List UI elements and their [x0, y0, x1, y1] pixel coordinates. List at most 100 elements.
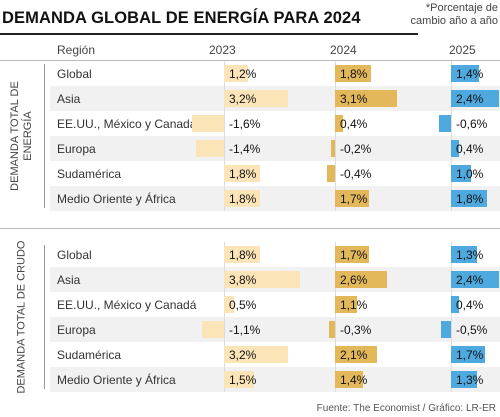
- table-row: Europa -1,4% -0,2% 0,4%: [50, 136, 500, 161]
- region-label: Medio Oriente y África: [57, 192, 176, 206]
- value-label: 3,2%: [229, 348, 257, 362]
- value-label: 1,8%: [229, 167, 257, 181]
- bar-2024: [331, 140, 335, 157]
- bar-2025: [451, 271, 499, 288]
- section-label: DEMANDA TOTAL DE ENERGÍA: [0, 61, 44, 211]
- bar-2024: [335, 271, 387, 288]
- value-label: 0,4%: [456, 142, 484, 156]
- bar-2025: [451, 246, 477, 263]
- value-label: 1,7%: [340, 248, 368, 262]
- value-label: 0,5%: [229, 298, 257, 312]
- bar-2025: [451, 65, 479, 82]
- bar-2023: [224, 165, 260, 182]
- bar-2023: [224, 90, 288, 107]
- value-label: -1,1%: [229, 323, 261, 337]
- section-label: DEMANDA TOTAL DE CRUDO: [0, 241, 44, 394]
- section-label-text: DEMANDA TOTAL DE CRUDO: [15, 240, 28, 394]
- section-divider: [44, 245, 45, 389]
- table-row: Global 1,8% 1,7% 1,3%: [50, 242, 500, 267]
- bar-2023: [192, 115, 224, 132]
- value-label: 1,3%: [456, 248, 484, 262]
- section-gap-line: [0, 228, 500, 229]
- title-rule: [0, 33, 418, 35]
- section-label-text: DEMANDA TOTAL DE ENERGÍA: [9, 81, 34, 191]
- value-label: 0,4%: [340, 117, 368, 131]
- value-label: -0,2%: [340, 142, 372, 156]
- bar-2023: [224, 371, 254, 388]
- value-label: 0,4%: [456, 298, 484, 312]
- bar-2024: [335, 296, 357, 313]
- unit-note: *Porcentaje de cambio año a año: [410, 2, 498, 27]
- value-label: -0,3%: [340, 323, 372, 337]
- zero-line: [224, 111, 225, 136]
- value-label: 2,6%: [340, 273, 368, 287]
- table-row: EE.UU., México y Canadá -1,6% 0,4% -0,6%: [50, 111, 500, 136]
- section-divider: [44, 64, 45, 208]
- bar-2023: [224, 190, 260, 207]
- region-label: Global: [57, 67, 92, 81]
- value-label: 1,7%: [456, 348, 484, 362]
- value-label: -1,6%: [229, 117, 261, 131]
- source-credit: Fuente: The Economist / Gráfico: LR-ER: [316, 403, 496, 414]
- bar-2025: [451, 90, 499, 107]
- value-label: 2,1%: [340, 348, 368, 362]
- region-label: Europa: [57, 323, 96, 337]
- bar-2025: [439, 115, 451, 132]
- bar-2025: [451, 296, 459, 313]
- region-label: Europa: [57, 142, 96, 156]
- chart-title: DEMANDA GLOBAL DE ENERGÍA PARA 2024: [2, 9, 361, 27]
- value-label: 2,4%: [456, 92, 484, 106]
- bar-2024: [335, 65, 371, 82]
- bar-2023: [224, 271, 300, 288]
- column-header: Región 2023 2024 2025: [0, 38, 500, 61]
- bar-2025: [451, 190, 487, 207]
- bar-2023: [196, 140, 224, 157]
- table-row: Medio Oriente y África 1,8% 1,7% 1,8%: [50, 186, 500, 211]
- value-label: -0,4%: [340, 167, 372, 181]
- bar-2023: [224, 246, 260, 263]
- table-row: Asia 3,2% 3,1% 2,4%: [50, 86, 500, 111]
- header-year-2024: 2024: [330, 43, 357, 57]
- bar-2024: [327, 165, 335, 182]
- region-label: EE.UU., México y Canadá: [57, 298, 197, 312]
- value-label: 1,8%: [340, 67, 368, 81]
- value-label: 1,1%: [340, 298, 368, 312]
- value-label: 1,8%: [229, 192, 257, 206]
- value-label: 1,3%: [456, 373, 484, 387]
- region-label: Medio Oriente y África: [57, 373, 176, 387]
- region-label: Asia: [57, 273, 81, 287]
- value-label: 1,5%: [229, 373, 257, 387]
- bar-2023: [202, 321, 224, 338]
- value-label: 3,8%: [229, 273, 257, 287]
- region-label: Sudamérica: [57, 167, 122, 181]
- table-row: Global 1,2% 1,8% 1,4%: [50, 61, 500, 86]
- bar-2024: [329, 321, 335, 338]
- table-row: Europa -1,1% -0,3% -0,5%: [50, 317, 500, 342]
- bar-2025: [451, 140, 459, 157]
- bar-2023: [224, 296, 234, 313]
- value-label: 1,8%: [229, 248, 257, 262]
- table-row: Sudamérica 3,2% 2,1% 1,7%: [50, 342, 500, 367]
- region-label: Global: [57, 248, 92, 262]
- bar-2024: [335, 246, 369, 263]
- header-year-2023: 2023: [209, 43, 236, 57]
- bar-2025: [441, 321, 451, 338]
- table-row: Asia 3,8% 2,6% 2,4%: [50, 267, 500, 292]
- table-row: Sudamérica 1,8% -0,4% 1,0%: [50, 161, 500, 186]
- bar-2025: [451, 165, 471, 182]
- value-label: 3,1%: [340, 92, 368, 106]
- header-region: Región: [57, 43, 96, 57]
- value-label: -0,6%: [456, 117, 488, 131]
- value-label: 2,4%: [456, 273, 484, 287]
- region-label: EE.UU., México y Canadá: [57, 117, 197, 131]
- table-row: Medio Oriente y África 1,5% 1,4% 1,3%: [50, 367, 500, 392]
- value-label: 1,2%: [229, 67, 257, 81]
- bar-2024: [335, 346, 377, 363]
- bar-2023: [224, 346, 288, 363]
- region-label: Sudamérica: [57, 348, 122, 362]
- zero-line: [451, 111, 452, 136]
- bar-2024: [335, 371, 363, 388]
- zero-line: [224, 317, 225, 342]
- bar-2025: [451, 371, 477, 388]
- value-label: 1,4%: [340, 373, 368, 387]
